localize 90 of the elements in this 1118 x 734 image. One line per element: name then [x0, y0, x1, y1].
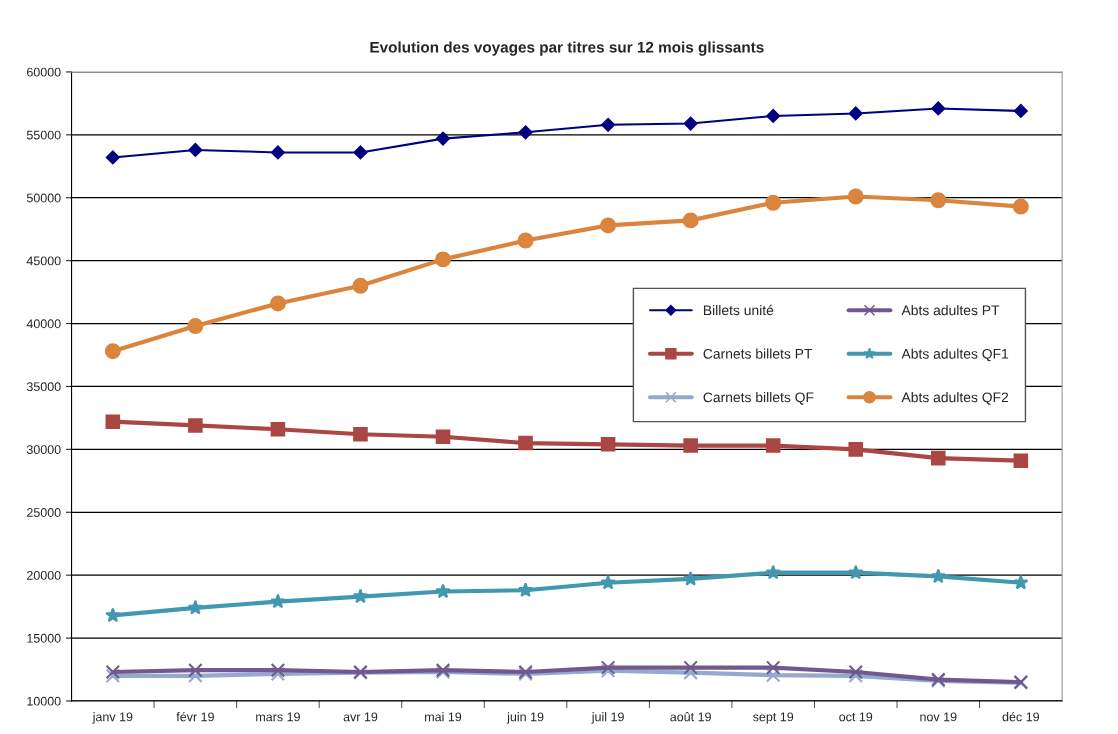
- point: [517, 582, 534, 597]
- point: [269, 295, 286, 312]
- y-tick-label: 25000: [27, 508, 61, 517]
- x-tick-label: oct 19: [839, 712, 873, 722]
- point: [601, 117, 616, 132]
- point: [270, 145, 285, 160]
- x-tick-label: juil 19: [591, 712, 624, 724]
- point: [435, 429, 451, 445]
- point: [848, 442, 864, 457]
- point: [105, 664, 121, 680]
- legend-label: Abts adultes QF1: [901, 348, 1009, 362]
- point: [517, 232, 534, 249]
- point: [600, 217, 617, 234]
- legend-label: Billets unité: [703, 304, 774, 316]
- y-tick-label: 45000: [26, 256, 61, 266]
- y-tick-label: 55000: [26, 130, 61, 140]
- point: [683, 570, 699, 586]
- point: [683, 438, 698, 453]
- point: [105, 668, 121, 684]
- point: [270, 421, 286, 437]
- y-tick-label: 50000: [26, 193, 61, 203]
- point: [1012, 198, 1029, 215]
- point: [1013, 453, 1029, 468]
- x-tick-label: mai 19: [425, 712, 462, 722]
- point: [187, 318, 204, 335]
- legend-label: Carnets billets QF: [703, 392, 814, 405]
- x-tick-label: août 19: [670, 712, 711, 722]
- point: [1013, 574, 1029, 590]
- y-tick-label: 60000: [27, 67, 61, 77]
- y-tick-label: 15000: [27, 633, 61, 643]
- x-tick-label: juin 19: [506, 712, 544, 724]
- legend-label: Carnets billets PT: [703, 348, 813, 359]
- point: [270, 593, 286, 609]
- point: [105, 607, 121, 623]
- point: [931, 101, 946, 116]
- x-tick-label: déc 19: [1002, 711, 1039, 722]
- x-tick-label: sept 19: [753, 712, 794, 724]
- y-tick-label: 35000: [26, 382, 61, 392]
- point: [518, 125, 533, 140]
- point: [518, 435, 533, 451]
- point: [105, 150, 120, 165]
- point: [104, 343, 121, 360]
- point: [353, 145, 368, 160]
- point: [765, 667, 781, 683]
- chart-title: Evolution des voyages par titres sur 12 mois glissants: [370, 41, 764, 56]
- point: [848, 106, 863, 121]
- point: [683, 116, 698, 131]
- point: [765, 564, 781, 580]
- legend-label: Abts adultes QF2: [901, 392, 1009, 405]
- point: [848, 664, 864, 680]
- point: [765, 194, 782, 211]
- point: [353, 426, 368, 442]
- point: [187, 599, 204, 615]
- y-tick-label: 20000: [27, 570, 61, 580]
- point: [847, 188, 864, 205]
- point: [1013, 104, 1028, 118]
- point: [600, 437, 616, 452]
- point: [600, 660, 616, 675]
- x-tick-label: nov 19: [920, 712, 957, 722]
- point: [683, 660, 698, 675]
- x-tick-label: févr 19: [176, 711, 214, 722]
- point: [435, 583, 451, 599]
- point: [848, 564, 864, 580]
- point: [930, 450, 946, 466]
- point: [848, 668, 864, 684]
- point: [270, 662, 286, 678]
- y-tick-label: 40000: [26, 319, 61, 329]
- legend-label: Abts adultes PT: [901, 305, 1000, 316]
- point: [765, 438, 781, 453]
- point: [600, 663, 616, 679]
- point: [188, 662, 203, 678]
- point: [435, 251, 451, 268]
- point: [188, 418, 203, 433]
- x-tick-label: mars 19: [256, 712, 300, 722]
- point: [352, 588, 369, 604]
- point: [352, 277, 369, 294]
- point: [766, 109, 781, 123]
- point: [105, 414, 121, 429]
- point: [930, 568, 946, 584]
- point: [682, 212, 699, 229]
- point: [930, 192, 947, 209]
- point: [188, 143, 203, 157]
- point: [765, 660, 781, 675]
- x-tick-label: janv 19: [92, 712, 133, 724]
- y-tick-label: 30000: [26, 445, 61, 455]
- y-tick-label: 10000: [27, 696, 61, 706]
- point: [600, 574, 616, 590]
- point: [270, 666, 286, 682]
- point: [436, 131, 450, 146]
- x-tick-label: avr 19: [343, 712, 378, 722]
